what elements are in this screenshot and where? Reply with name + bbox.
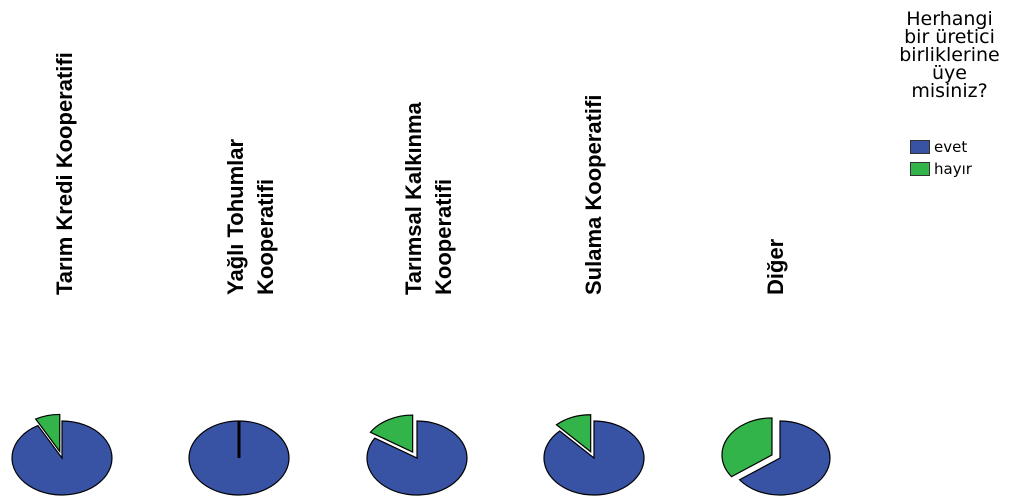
pie-slice-hayir <box>369 414 414 454</box>
category-label-line: Kooperatifi <box>253 179 278 295</box>
pie-2: Yağlı Tohumlar Kooperatifi <box>188 138 290 496</box>
pie-slice-evet <box>11 420 113 496</box>
pie-slice-evet <box>543 420 645 496</box>
category-label-line: Tarım Kredi Kooperatifi <box>52 52 77 295</box>
category-label: Tarım Kredi Kooperatifi <box>52 52 77 295</box>
category-label: Tarımsal Kalkınma Kooperatifi <box>401 101 456 295</box>
category-label: Sulama Kooperatifi <box>581 95 606 295</box>
pie-slice-evet <box>738 420 831 496</box>
legend-title-line: Herhangi <box>906 8 993 30</box>
legend-swatch-hayir <box>910 162 930 176</box>
legend-label-evet: evet <box>934 138 968 156</box>
category-label-line: Kooperatifi <box>431 179 456 295</box>
legend-label-hayir: hayır <box>934 160 972 178</box>
legend-swatch-evet <box>910 140 930 154</box>
category-label: Yağlı Tohumlar Kooperatifi <box>223 138 278 295</box>
category-label: Diğer <box>763 238 788 295</box>
legend-title-line: birliklerine <box>899 44 1000 66</box>
pie-1: Tarım Kredi Kooperatifi <box>11 52 113 496</box>
pie-3: Tarımsal Kalkınma Kooperatifi <box>366 101 468 496</box>
pie-slice-evet <box>366 420 468 496</box>
category-label-line: Diğer <box>763 238 788 295</box>
legend-item-hayir: hayır <box>910 160 972 178</box>
legend-title-line: üye <box>932 62 967 84</box>
pie-slice-hayir <box>34 413 61 454</box>
legend-title-line: bir üretici <box>904 26 995 48</box>
pie-slice-hayir <box>721 417 773 478</box>
category-label-line: Yağlı Tohumlar <box>223 138 248 295</box>
pie-slice-hayir <box>555 414 592 453</box>
legend-title: Herhangi bir üretici birliklerine üye mi… <box>872 8 1027 102</box>
category-label-line: Sulama Kooperatifi <box>581 95 606 295</box>
legend-title-line: misiniz? <box>911 80 988 102</box>
category-label-line: Tarımsal Kalkınma <box>401 101 426 295</box>
pie-5: Diğer <box>721 238 831 496</box>
legend-item-evet: evet <box>910 138 968 156</box>
pie-4: Sulama Kooperatifi <box>543 95 645 496</box>
